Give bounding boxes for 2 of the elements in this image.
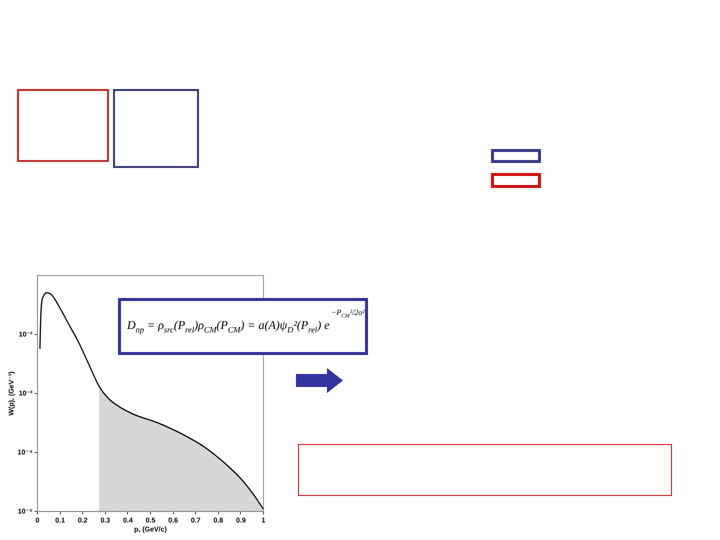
text: −P$_{CM}$²/2σ² [331, 308, 365, 320]
text: D$_{np}$ = ρ$_{src}$(P$_{rel}$)ρ$_{CM}$(P$_{CM}$) = a(A)ψ$_{D}$²(P$_{rel}$) e [127, 318, 330, 334]
